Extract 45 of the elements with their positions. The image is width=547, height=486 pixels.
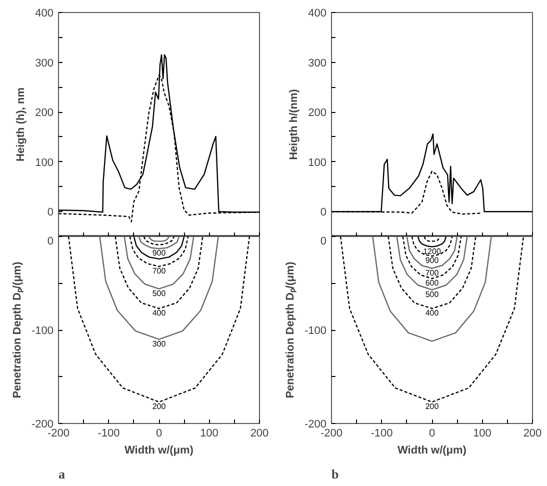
y-tick-label: 300 — [35, 57, 54, 70]
y-tick-label: -100 — [31, 325, 54, 337]
series-label: 500 — [152, 288, 166, 298]
series-label: 900 — [152, 248, 166, 258]
series-label: 1200 — [423, 246, 442, 256]
series-label: 300 — [152, 339, 166, 348]
y-tick-label: 400 — [35, 8, 54, 20]
series-label: 600 — [425, 278, 440, 288]
series-label: 200 — [425, 402, 440, 411]
y-tick-label: -200 — [304, 418, 327, 430]
y-axis-title: Penetration Depth Dₚ/(μm) — [284, 261, 296, 398]
y-tick-label: 100 — [308, 156, 327, 169]
y-axis-title: Penetration Depth Dₚ/(μm) — [11, 261, 24, 398]
x-tick-label: 100 — [473, 428, 492, 440]
y-tick-label: -100 — [304, 325, 327, 337]
y-tick-label: 0 — [320, 236, 327, 248]
y-axis-title: Heigth (h), nm — [15, 87, 28, 162]
text: a — [58, 466, 66, 482]
y-tick-label: 0 — [47, 236, 54, 248]
text: b — [332, 466, 339, 482]
y-tick-label: 0 — [47, 206, 54, 219]
series-label: 500 — [425, 290, 440, 299]
y-tick-label: 200 — [35, 107, 54, 120]
x-axis-title: Width w/(μm) — [398, 444, 467, 456]
x-axis-title: Width w/(μm) — [124, 444, 194, 456]
series-label: 700 — [425, 268, 440, 278]
y-axis-title: Heigth h/(nm) — [288, 88, 300, 160]
x-tick-label: 0 — [156, 428, 162, 440]
x-tick-label: 100 — [200, 428, 218, 440]
series-label: 400 — [152, 308, 166, 318]
y-tick-label: 200 — [308, 107, 327, 120]
y-tick-label: 400 — [308, 8, 327, 20]
y-tick-label: 100 — [35, 156, 54, 169]
x-tick-label: -100 — [370, 428, 393, 440]
y-tick-label: -200 — [31, 418, 54, 430]
x-tick-label: 200 — [523, 428, 542, 440]
x-tick-label: 200 — [250, 428, 269, 440]
x-tick-label: 0 — [428, 428, 436, 440]
series-label: 900 — [425, 256, 440, 266]
series-label: 200 — [152, 402, 166, 411]
series-label: 700 — [152, 266, 166, 276]
series-label: 400 — [425, 308, 440, 318]
x-tick-label: -100 — [98, 428, 120, 440]
y-tick-label: 0 — [320, 206, 327, 219]
y-tick-label: 300 — [308, 57, 327, 70]
